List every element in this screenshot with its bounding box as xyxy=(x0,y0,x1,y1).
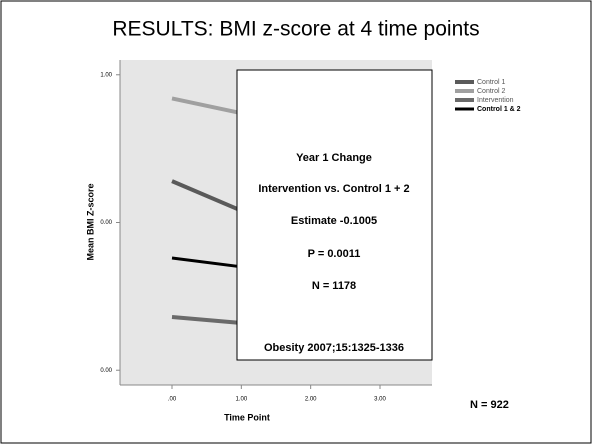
annotation-text: N = 1178 xyxy=(312,280,356,292)
series-line xyxy=(171,179,243,213)
legend-label: Control 1 xyxy=(477,79,506,86)
x-tick-label: .00 xyxy=(168,397,177,403)
annotation-text: Estimate -0.1005 xyxy=(291,215,377,227)
x-tick-label: 1.00 xyxy=(235,397,247,403)
x-axis-label: Time Point xyxy=(224,412,270,422)
series-line xyxy=(171,256,242,269)
footnote: N = 922 xyxy=(470,399,509,411)
legend-label: Control 2 xyxy=(477,88,506,95)
annotation-text: Obesity 2007;15:1325-1336 xyxy=(264,342,404,354)
y-tick-label: 0.00 xyxy=(100,220,112,226)
slide-title: RESULTS: BMI z-score at 4 time points xyxy=(112,18,479,41)
series-line xyxy=(171,315,242,325)
x-tick-label: 3.00 xyxy=(374,397,386,403)
y-tick-label: 0.00 xyxy=(100,368,112,374)
annotation-text: Year 1 Change xyxy=(296,152,372,164)
annotation-text: P = 0.0011 xyxy=(308,248,361,260)
y-axis-label: Mean BMI Z-score xyxy=(85,183,95,260)
legend-label: Control 1 & 2 xyxy=(477,106,521,113)
annotation-text: Intervention vs. Control 1 + 2 xyxy=(258,183,409,195)
x-tick-label: 2.00 xyxy=(305,397,317,403)
series-line xyxy=(171,96,242,116)
legend-label: Intervention xyxy=(477,97,514,104)
annotation-box xyxy=(236,69,433,361)
y-tick-label: 1.00 xyxy=(100,72,112,78)
